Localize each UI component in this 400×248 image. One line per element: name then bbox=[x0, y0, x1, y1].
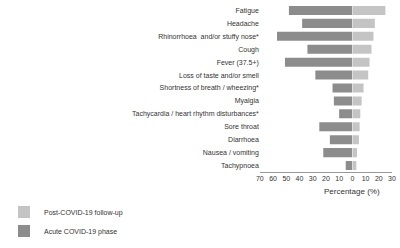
svg-text:30: 30 bbox=[388, 175, 396, 182]
svg-text:Headache: Headache bbox=[227, 20, 259, 27]
svg-text:Acute COVID-19 phase: Acute COVID-19 phase bbox=[44, 228, 117, 236]
svg-text:10: 10 bbox=[362, 175, 370, 182]
svg-text:Rhinorrhoea and/or stuffy nos: Rhinorrhoea and/or stuffy nose* bbox=[158, 33, 259, 41]
svg-text:Myalgia: Myalgia bbox=[235, 97, 259, 105]
svg-text:Post-COVID-19 follow-up: Post-COVID-19 follow-up bbox=[44, 209, 123, 217]
svg-text:10: 10 bbox=[335, 175, 343, 182]
svg-text:Fatigue: Fatigue bbox=[235, 7, 258, 15]
svg-text:70: 70 bbox=[256, 175, 264, 182]
svg-text:20: 20 bbox=[322, 175, 330, 182]
svg-text:60: 60 bbox=[269, 175, 277, 182]
svg-text:Loss of taste and/or smell: Loss of taste and/or smell bbox=[179, 72, 259, 79]
svg-text:40: 40 bbox=[296, 175, 304, 182]
svg-text:Cough: Cough bbox=[238, 46, 259, 54]
svg-text:Tachycardia / heart rhythm dis: Tachycardia / heart rhythm disturbances* bbox=[132, 110, 259, 118]
svg-text:Percentage (%): Percentage (%) bbox=[324, 187, 380, 196]
svg-text:Fever (37.5+): Fever (37.5+) bbox=[217, 59, 259, 67]
svg-text:20: 20 bbox=[375, 175, 383, 182]
svg-text:Tachypnoea: Tachypnoea bbox=[221, 162, 259, 170]
svg-text:Shortness of breath / wheezing: Shortness of breath / wheezing* bbox=[160, 84, 260, 92]
svg-text:Diarrhoea: Diarrhoea bbox=[228, 136, 259, 143]
svg-text:0: 0 bbox=[350, 175, 354, 182]
svg-text:30: 30 bbox=[309, 175, 317, 182]
svg-text:50: 50 bbox=[282, 175, 290, 182]
svg-text:Sore throat: Sore throat bbox=[224, 123, 259, 130]
svg-text:Nausea / vomiting: Nausea / vomiting bbox=[203, 149, 259, 157]
